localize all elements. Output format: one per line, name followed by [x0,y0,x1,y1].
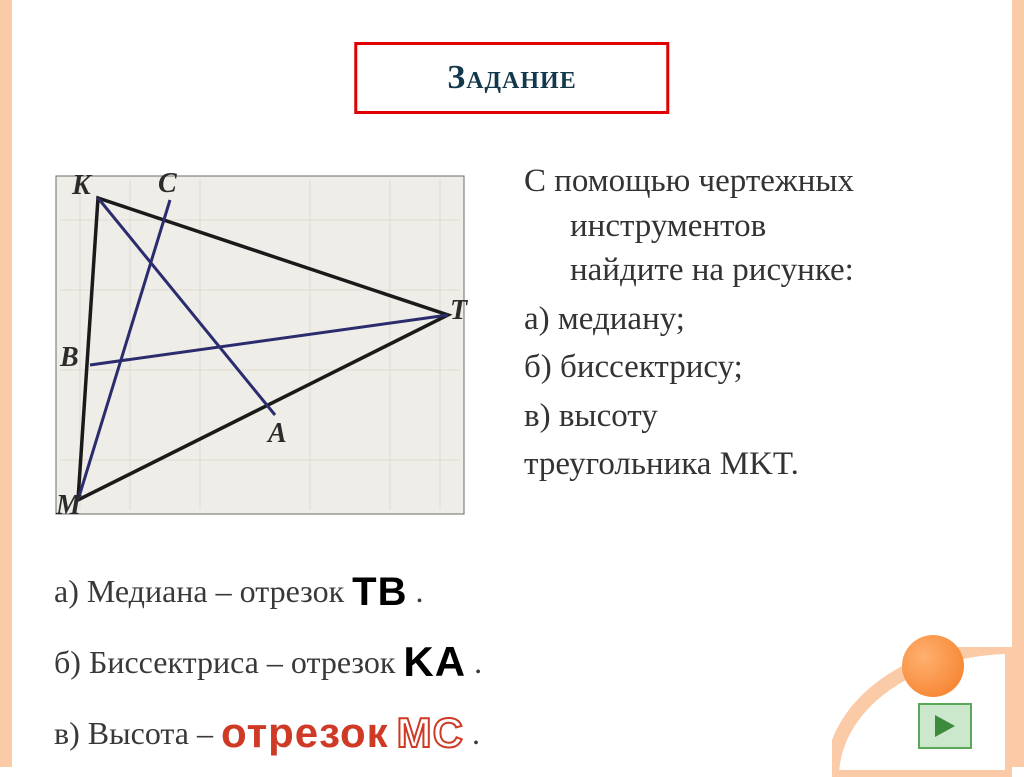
task-text: С помощью чертежных инструментов найдите… [524,155,964,491]
vertex-label-B: B [60,342,79,374]
corner-circle-decoration [902,635,964,697]
answers-block: а) Медиана – отрезок TB . б) Биссектриса… [54,555,482,771]
vertex-label-T: T [450,295,467,327]
answer-c-word: отрезок [221,709,389,756]
task-intro-1: С помощью чертежных [524,163,854,199]
task-item-c: в) высоту [524,394,964,439]
task-intro-2: инструментов [570,208,766,244]
vertex-label-C: C [158,168,177,200]
vertex-label-K: K [72,170,91,202]
answer-b-label: б) Биссектриса – отрезок [54,644,395,680]
title-box: Задание [354,42,669,114]
answer-a-label: а) Медиана – отрезок [54,573,352,609]
task-intro-3: найдите на рисунке: [570,252,854,288]
task-item-b: б) биссектрису; [524,345,964,390]
triangle-diagram: M K T C B A [50,170,470,520]
task-triangle-name: треугольника MKT. [524,442,964,487]
vertex-label-M: M [56,490,81,522]
answer-c-value: MC [397,709,464,756]
next-slide-button[interactable] [918,703,972,749]
answer-a-value: TB [352,570,407,614]
answer-c-label: в) Высота – [54,715,221,751]
page-title: Задание [447,59,576,96]
task-item-a: а) медиану; [524,297,964,342]
answer-b-value: KA [403,638,466,685]
vertex-label-A: A [268,418,287,450]
play-icon [931,713,959,739]
